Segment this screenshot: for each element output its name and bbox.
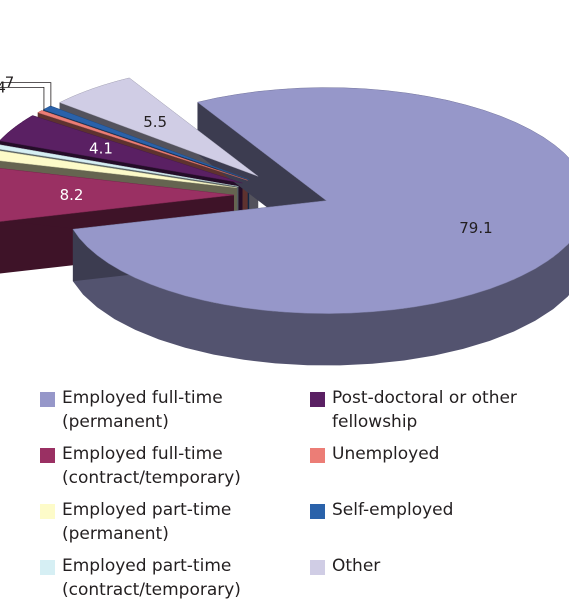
legend-swatch: [40, 448, 55, 463]
pie-labels: 79.18.21.40.64.10.40.75.5: [0, 74, 493, 237]
pie-slice: [0, 150, 238, 189]
legend-item-self-employed: Self-employed: [310, 498, 453, 522]
legend-swatch: [40, 560, 55, 575]
pie-slice: [42, 105, 250, 180]
legend-label: Post-doctoral or other fellowship: [332, 388, 517, 432]
legend-item-employed-part-time-contract: Employed part-time (contract/temporary): [40, 554, 241, 602]
pie-value-label: 0.7: [0, 74, 14, 92]
pie-value-label: 0.4: [0, 78, 6, 96]
legend-item-unemployed: Unemployed: [310, 442, 439, 466]
legend-item-post-doctoral-fellowship: Post-doctoral or other fellowship: [310, 386, 517, 434]
legend-swatch: [310, 504, 325, 519]
legend-swatch: [40, 504, 55, 519]
legend-swatch: [310, 392, 325, 407]
legend-label: Other: [332, 556, 381, 576]
legend-label: Employed part-time (contract/temporary): [62, 556, 241, 600]
pie-tops: [0, 77, 569, 314]
pie-value-label: 5.5: [143, 113, 167, 131]
pie-leader-line: [0, 87, 45, 111]
pie-value-label: 4.1: [89, 140, 113, 158]
pie-slice: [0, 144, 239, 187]
legend-label: Employed full-time (contract/temporary): [62, 444, 241, 488]
pie-slice: [72, 87, 569, 314]
pie-slice: [0, 168, 235, 222]
legend-swatch: [310, 560, 325, 575]
pie-slice: [0, 115, 243, 184]
pie-chart: 79.18.21.40.64.10.40.75.5: [0, 74, 569, 366]
legend-label: Employed part-time (permanent): [62, 500, 232, 544]
pie-slice: [37, 110, 248, 181]
legend: Employed full-time (permanent) Employed …: [40, 386, 560, 608]
pie-value-label: 79.1: [459, 219, 492, 237]
legend-label: Employed full-time (permanent): [62, 388, 223, 432]
legend-item-employed-full-time-contract: Employed full-time (contract/temporary): [40, 442, 241, 490]
legend-label: Self-employed: [332, 500, 454, 520]
pie-slice: [58, 77, 259, 177]
legend-swatch: [310, 448, 325, 463]
pie-value-label: 8.2: [60, 186, 84, 204]
legend-swatch: [40, 392, 55, 407]
legend-item-employed-part-time-permanent: Employed part-time (permanent): [40, 498, 231, 546]
pie-leader-line: [2, 82, 52, 107]
legend-item-employed-full-time-permanent: Employed full-time (permanent): [40, 386, 223, 434]
legend-item-other: Other: [310, 554, 380, 578]
legend-label: Unemployed: [332, 444, 440, 464]
